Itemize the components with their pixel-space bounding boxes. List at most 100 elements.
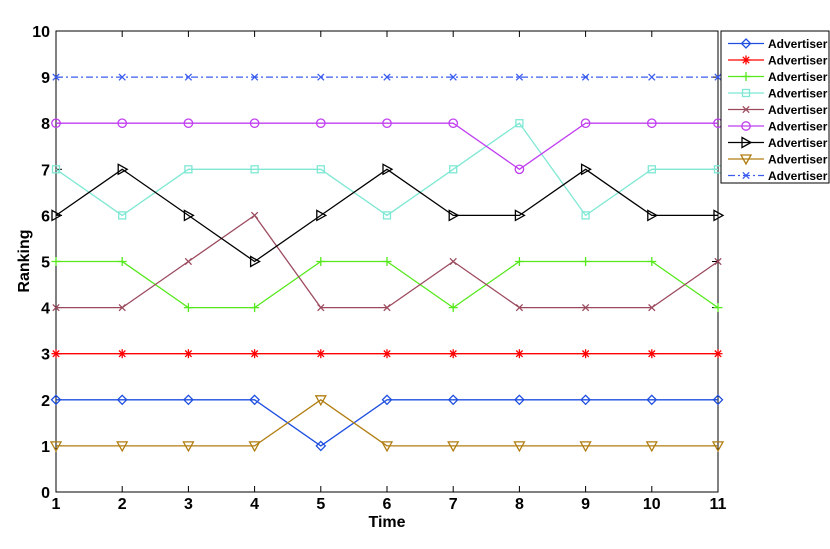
y-tick-label: 10 xyxy=(32,24,50,41)
series-advertiser-8 xyxy=(49,395,725,453)
data-point xyxy=(183,303,193,313)
data-point xyxy=(182,394,194,406)
legend-label: Advertiser 1 xyxy=(768,37,830,51)
legend-entry: Advertiser 5 xyxy=(728,103,830,117)
legend-marker xyxy=(741,72,751,81)
data-point xyxy=(645,441,658,453)
legend-label: Advertiser 9 xyxy=(768,169,830,183)
data-point xyxy=(51,257,61,266)
data-point xyxy=(117,257,127,266)
data-point xyxy=(382,257,392,266)
data-point xyxy=(712,394,724,406)
data-point xyxy=(448,118,459,129)
data-point xyxy=(116,394,128,406)
data-point xyxy=(581,349,591,359)
y-tick-label: 0 xyxy=(41,485,50,502)
x-tick-label: 5 xyxy=(316,496,325,513)
data-point xyxy=(51,165,61,174)
data-point xyxy=(118,303,126,312)
data-point xyxy=(711,441,725,453)
legend-entry: Advertiser 7 xyxy=(728,136,830,150)
legend-label: Advertiser 5 xyxy=(768,103,830,117)
data-point xyxy=(448,209,460,222)
data-point xyxy=(183,209,195,222)
data-point xyxy=(581,257,591,266)
data-point xyxy=(49,441,63,453)
data-point xyxy=(250,165,259,174)
data-point xyxy=(382,118,392,129)
x-tick-label: 1 xyxy=(52,496,61,513)
legend-label: Advertiser 8 xyxy=(768,153,830,167)
x-tick-label: 11 xyxy=(710,496,727,513)
series-line xyxy=(56,399,718,447)
x-tick-label: 9 xyxy=(581,496,590,513)
data-point xyxy=(513,394,525,406)
data-point xyxy=(447,394,459,406)
data-point xyxy=(248,441,261,453)
data-point xyxy=(580,118,591,129)
x-axis-title: Time xyxy=(368,514,405,531)
data-point xyxy=(714,73,722,81)
y-tick-label: 7 xyxy=(41,162,50,179)
x-tick-label: 7 xyxy=(449,496,458,513)
y-tick-label: 1 xyxy=(41,439,50,456)
data-point xyxy=(647,165,656,174)
series-advertiser-4 xyxy=(51,119,723,220)
data-point xyxy=(183,118,194,129)
y-tick-label: 5 xyxy=(41,255,50,272)
y-tick-label: 4 xyxy=(41,301,50,318)
data-point xyxy=(315,118,326,129)
data-point xyxy=(714,257,722,266)
x-tick-label: 10 xyxy=(643,496,661,513)
data-point xyxy=(250,349,260,359)
data-point xyxy=(448,303,458,313)
data-point xyxy=(382,163,394,176)
legend-label: Advertiser 2 xyxy=(768,54,830,68)
data-point xyxy=(449,257,457,266)
legend-label: Advertiser 4 xyxy=(768,87,830,101)
data-point xyxy=(580,163,592,176)
x-tick-label: 2 xyxy=(118,496,127,513)
data-point xyxy=(316,349,326,359)
data-point xyxy=(581,211,590,220)
legend-entry: Advertiser 6 xyxy=(728,120,830,134)
legend-marker xyxy=(742,105,750,114)
legend-marker xyxy=(742,171,750,180)
data-point xyxy=(250,211,259,220)
legend-label: Advertiser 7 xyxy=(768,136,830,150)
legend-entry: Advertiser 4 xyxy=(728,87,830,101)
data-point xyxy=(51,118,61,129)
legend-marker xyxy=(740,38,752,49)
series-advertiser-7 xyxy=(51,163,725,268)
data-point xyxy=(314,395,327,407)
data-point xyxy=(184,73,193,81)
data-point xyxy=(515,119,524,128)
legend-box xyxy=(720,30,830,184)
x-tick-label: 6 xyxy=(383,496,392,513)
legend-marker xyxy=(741,55,751,65)
data-point xyxy=(514,257,524,266)
series-advertiser-5 xyxy=(52,211,722,312)
data-point xyxy=(184,165,193,174)
data-point xyxy=(581,73,590,81)
x-tick-label: 8 xyxy=(515,496,524,513)
data-point xyxy=(118,73,126,81)
legend-marker xyxy=(741,88,751,98)
data-point xyxy=(52,303,60,312)
legend-entry: Advertiser 1 xyxy=(728,37,830,51)
data-point xyxy=(713,349,723,359)
data-point xyxy=(117,349,127,359)
data-point xyxy=(50,394,62,406)
data-point xyxy=(117,163,129,176)
data-point xyxy=(250,73,259,81)
legend-entry: Advertiser 9 xyxy=(728,169,830,183)
data-point xyxy=(316,257,326,266)
y-tick-label: 8 xyxy=(41,116,50,133)
y-tick-label: 3 xyxy=(41,347,50,364)
data-point xyxy=(118,211,127,220)
y-tick-label: 2 xyxy=(41,393,50,410)
data-point xyxy=(449,73,457,81)
series-advertiser-6 xyxy=(51,118,723,175)
series-line xyxy=(55,122,718,217)
